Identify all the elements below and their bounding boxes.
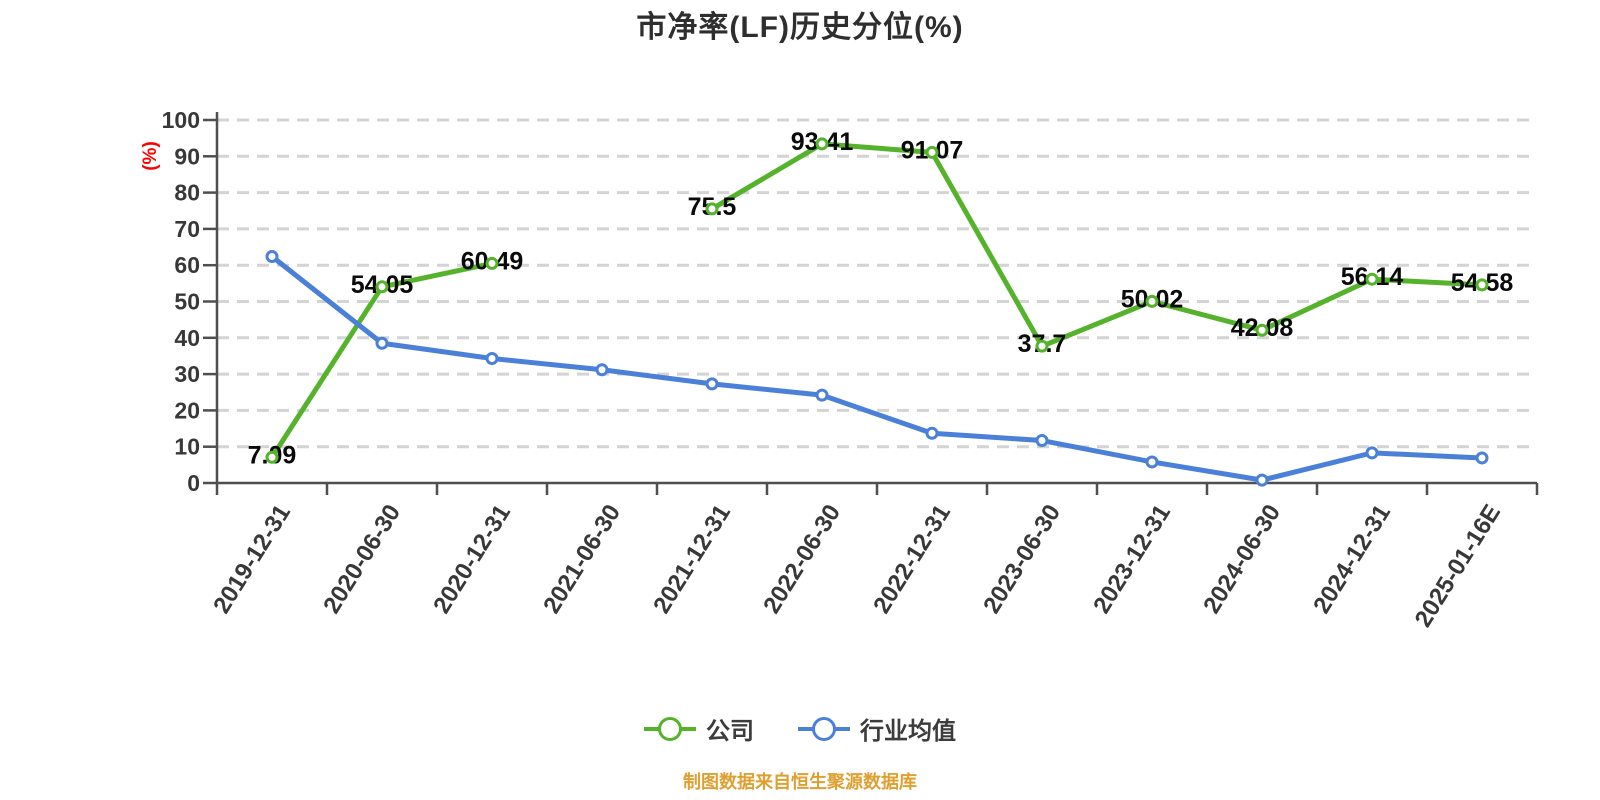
series-line-行业均值 bbox=[269, 253, 1485, 483]
data-point-marker bbox=[1145, 294, 1159, 308]
data-point-marker bbox=[1475, 278, 1489, 292]
data-point-marker bbox=[1475, 451, 1489, 465]
y-tick-label: 30 bbox=[174, 361, 200, 387]
data-point-marker bbox=[1365, 272, 1379, 286]
y-tick-label: 60 bbox=[174, 252, 200, 278]
data-point-marker bbox=[815, 137, 829, 151]
legend-label: 行业均值 bbox=[860, 718, 956, 745]
y-tick-label: 90 bbox=[174, 143, 200, 169]
y-tick-label: 100 bbox=[162, 107, 200, 133]
x-tick-label: 2020-06-30 bbox=[318, 500, 406, 618]
data-source-note: 制图数据来自恒生聚源数据库 bbox=[683, 772, 917, 792]
x-tick-label: 2022-06-30 bbox=[758, 500, 846, 618]
data-point-marker bbox=[1365, 446, 1379, 460]
series-markers-行业均值 bbox=[265, 249, 1489, 487]
x-tick-label: 2020-12-31 bbox=[428, 500, 516, 618]
y-tick-label: 50 bbox=[174, 289, 200, 315]
x-tick-label: 2024-12-31 bbox=[1308, 500, 1396, 618]
data-point-marker bbox=[815, 388, 829, 402]
y-tick-label: 10 bbox=[174, 434, 200, 460]
data-point-marker bbox=[705, 202, 719, 216]
x-tick-label: 2022-12-31 bbox=[868, 500, 956, 618]
data-point-marker bbox=[1145, 455, 1159, 469]
legend-label: 公司 bbox=[706, 718, 754, 745]
x-tick-label: 2019-12-31 bbox=[208, 500, 296, 618]
data-point-marker bbox=[485, 256, 499, 270]
legend-marker-icon bbox=[798, 716, 850, 741]
y-axis-unit-label: (%) bbox=[140, 141, 161, 171]
x-tick-label: 2023-06-30 bbox=[978, 500, 1066, 618]
y-tick-label: 20 bbox=[174, 397, 200, 423]
x-tick-label: 2025-01-16E bbox=[1410, 500, 1506, 632]
data-point-marker bbox=[1035, 434, 1049, 448]
data-point-marker bbox=[925, 426, 939, 440]
x-tick-label: 2021-12-31 bbox=[648, 500, 736, 618]
y-tick-label: 40 bbox=[174, 325, 200, 351]
data-point-marker bbox=[375, 280, 389, 294]
chart-title: 市净率(LF)历史分位(%) bbox=[636, 11, 964, 44]
x-tick-label: 2024-06-30 bbox=[1198, 500, 1286, 618]
grid-lines bbox=[217, 118, 1537, 449]
data-point-marker bbox=[925, 145, 939, 159]
legend-marker-icon bbox=[644, 716, 696, 741]
data-point-marker bbox=[265, 249, 279, 263]
x-tick-label: 2023-12-31 bbox=[1088, 500, 1176, 618]
data-point-marker bbox=[265, 450, 279, 464]
data-point-marker bbox=[595, 363, 609, 377]
legend: 公司 行业均值 bbox=[0, 711, 1600, 746]
legend-item-0[interactable]: 公司 bbox=[644, 711, 754, 746]
data-point-marker bbox=[1255, 473, 1269, 487]
y-tick-label: 0 bbox=[187, 470, 200, 496]
data-point-marker bbox=[375, 336, 389, 350]
y-tick-label: 70 bbox=[174, 216, 200, 242]
y-tick-label: 80 bbox=[174, 180, 200, 206]
legend-item-1[interactable]: 行业均值 bbox=[798, 711, 956, 746]
x-tick-label: 2021-06-30 bbox=[538, 500, 626, 618]
data-point-marker bbox=[1255, 323, 1269, 337]
series-markers-公司 bbox=[265, 137, 1489, 464]
data-point-marker bbox=[485, 351, 499, 365]
series-path bbox=[269, 253, 1485, 483]
data-point-marker bbox=[705, 377, 719, 391]
data-point-marker bbox=[1035, 339, 1049, 353]
axes: 0 10 20 30 40 50 60 70 80 90 100 bbox=[162, 107, 1539, 496]
